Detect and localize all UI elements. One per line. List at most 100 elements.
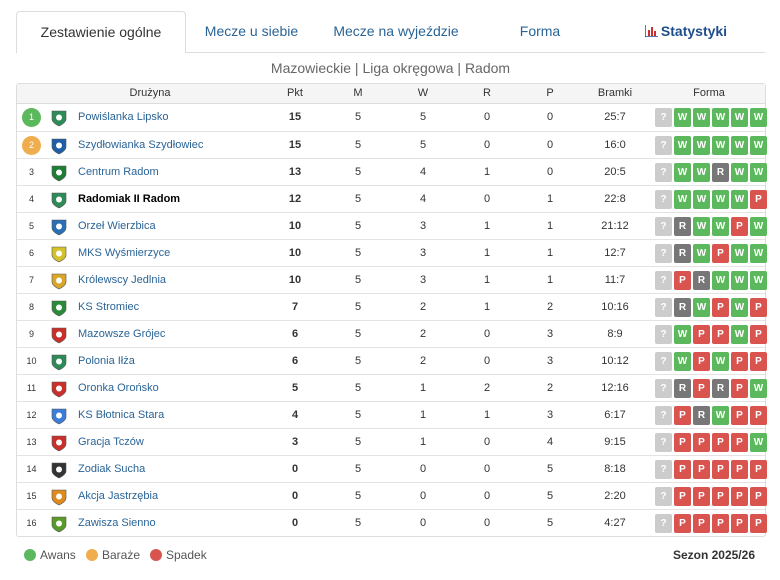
form-badge: W <box>750 244 767 263</box>
team-logo <box>50 191 68 209</box>
form-badge: W <box>693 108 710 127</box>
table-row: 15 Akcja Jastrzębia 0 5 0 0 5 2:20? P P P P P <box>17 482 767 510</box>
team-name[interactable]: Orzeł Wierzbica <box>78 220 156 232</box>
form-badge: ? <box>655 217 672 236</box>
form-badge: W <box>731 190 748 209</box>
rank: 11 <box>26 383 37 393</box>
stat: 6 <box>291 355 299 367</box>
stat: 2 <box>483 382 491 394</box>
form-badge: R <box>712 379 729 398</box>
form-badge: R <box>693 406 710 425</box>
team-name[interactable]: Szydłowianka Szydłowiec <box>78 139 204 151</box>
stat: 10 <box>288 220 302 232</box>
form-badge: W <box>674 352 691 371</box>
tab[interactable]: Zestawienie ogólne <box>16 11 186 53</box>
stat: 0 <box>483 355 491 367</box>
team-name[interactable]: KS Błotnica Stara <box>78 409 165 421</box>
form-badge: P <box>731 433 748 452</box>
form-badge: W <box>693 244 710 263</box>
form-badge: W <box>731 271 748 290</box>
form-badge: W <box>750 108 767 127</box>
legend-label: Awans <box>40 548 76 562</box>
team-logo <box>50 353 68 371</box>
stat: 3 <box>546 328 554 340</box>
stat: 5 <box>419 111 427 123</box>
goals: 16:0 <box>604 139 626 151</box>
stat: 5 <box>354 382 362 394</box>
form-badge: W <box>750 163 767 182</box>
stat: 5 <box>354 490 362 502</box>
stat: 4 <box>419 166 427 178</box>
form-badge: P <box>750 514 767 533</box>
team-name[interactable]: Oronka Orońsko <box>78 382 159 394</box>
team-name[interactable]: Królewscy Jedlnia <box>78 274 167 286</box>
stat: 15 <box>288 111 302 123</box>
form-badge: ? <box>655 163 672 182</box>
form-badge: W <box>674 108 691 127</box>
form-badge: W <box>693 136 710 155</box>
goals: 12:7 <box>604 247 626 259</box>
rank: 15 <box>26 491 37 501</box>
team-name[interactable]: Akcja Jastrzębia <box>78 490 159 502</box>
tab-text[interactable]: Statystyki <box>660 23 728 39</box>
form-badge: P <box>712 460 729 479</box>
form-badge: W <box>731 108 748 127</box>
team-name[interactable]: Gracja Tczów <box>78 436 144 448</box>
goals: 20:5 <box>604 166 626 178</box>
form-badge: P <box>674 514 691 533</box>
goals: 8:18 <box>604 463 626 475</box>
form-badge: ? <box>655 244 672 263</box>
goals: 9:15 <box>604 436 626 448</box>
form-badge: ? <box>655 190 672 209</box>
form-badge: P <box>750 190 767 209</box>
form-badge: P <box>693 487 710 506</box>
season: Sezon 2025/26 <box>672 548 755 562</box>
form-badge: W <box>674 163 691 182</box>
table-row: 7 Królewscy Jedlnia 10 5 3 1 1 11:7? P R W W W <box>17 266 767 294</box>
stat: 1 <box>483 274 491 286</box>
team-name[interactable]: Mazowsze Grójec <box>78 328 166 340</box>
legend-dot <box>150 549 162 561</box>
stat: 0 <box>483 436 491 448</box>
tab[interactable]: Forma <box>519 23 561 39</box>
stat: 0 <box>291 517 299 529</box>
form-badge: R <box>693 271 710 290</box>
goals: 10:16 <box>601 301 629 313</box>
stat: 5 <box>354 328 362 340</box>
tab[interactable]: Mecze na wyjeździe <box>333 23 459 39</box>
team-logo <box>50 434 68 452</box>
form-badge: P <box>693 433 710 452</box>
stat: 3 <box>419 274 427 286</box>
zone-marker <box>22 136 41 155</box>
team-name: Radomiak II Radom <box>78 193 181 205</box>
table-row: 4 Radomiak II Radom 12 5 4 0 1 22:8? W W W W P <box>17 185 767 213</box>
stat: 0 <box>483 517 491 529</box>
stat: 0 <box>483 490 491 502</box>
form-badge: P <box>750 298 767 317</box>
form-badge: P <box>712 325 729 344</box>
form-badge: P <box>731 406 748 425</box>
table-row: 14 Zodiak Sucha 0 5 0 0 5 8:18? P P P P P <box>17 455 767 483</box>
team-name[interactable]: Zodiak Sucha <box>78 463 146 475</box>
subtitle: Mazowieckie | Liga okręgowa | Radom <box>270 60 511 76</box>
tab[interactable]: Mecze u siebie <box>204 23 299 39</box>
team-name[interactable]: Zawisza Sienno <box>78 517 156 529</box>
rank: 4 <box>28 194 34 204</box>
goals: 11:7 <box>604 274 626 286</box>
stat: 4 <box>419 193 427 205</box>
team-name[interactable]: KS Stromiec <box>78 301 140 313</box>
team-name[interactable]: Polonia Iłża <box>78 355 135 367</box>
team-name[interactable]: Centrum Radom <box>78 166 159 178</box>
stat: 0 <box>291 463 299 475</box>
stat: 3 <box>419 247 427 259</box>
form-badge: W <box>674 190 691 209</box>
column-header: W <box>417 87 429 99</box>
stat: 1 <box>546 193 554 205</box>
tab[interactable]: Statystyki <box>607 11 765 52</box>
stat: 1 <box>483 220 491 232</box>
form-badge: P <box>750 487 767 506</box>
team-name[interactable]: MKS Wyśmierzyce <box>78 247 171 259</box>
team-name[interactable]: Powiślanka Lipsko <box>78 111 169 123</box>
stat: 5 <box>546 490 554 502</box>
